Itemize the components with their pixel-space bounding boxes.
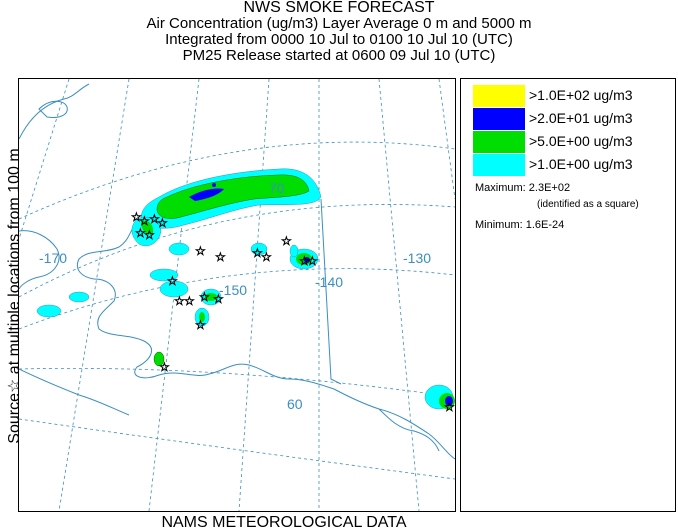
source-star: ☆ [157,216,168,230]
source-star: ☆ [144,228,155,242]
page-title: NWS SMOKE FORECAST [243,0,435,16]
parallel-70 [19,204,455,298]
source-star: ☆ [215,250,226,264]
source-star: ☆ [184,294,195,308]
plume-spot-10-blue [304,257,310,263]
source-star: ☆ [261,250,272,264]
meridian-150 [238,79,270,511]
legend-label: >5.0E+00 ug/m3 [529,133,633,149]
meridian-120 [438,79,455,200]
plume-spot-7-green [199,312,205,322]
source-star: ☆ [195,244,206,258]
subtitle-integration: Integrated from 0000 10 Jul to 0100 10 J… [165,31,513,48]
maximum-value: Maximum: 2.3E+02 [475,182,571,194]
legend-swatch [473,154,525,176]
source-star: ☆ [167,274,178,288]
source-star: ☆ [299,254,310,268]
meridian-130 [378,79,420,511]
plume-main-blue [189,188,224,201]
parallel-55 [19,418,455,480]
source-star: ☆ [199,290,210,304]
subtitle-release: PM25 Release started at 0600 09 Jul 10 (… [182,47,496,64]
plume-west-coast-green [141,220,154,235]
minimum-value: Minimum: 1.6E-24 [475,219,565,231]
plume-spot-5 [159,280,189,298]
graticule-label: 70 [269,180,285,196]
parallel-75 [19,141,455,220]
source-star: ☆ [174,294,185,308]
subtitle-concentration: Air Concentration (ug/m3) Layer Average … [146,15,532,32]
plume-spot-8 [153,351,165,367]
smoke-plumes [36,168,455,410]
graticule-label: 60 [287,396,303,412]
graticule-label: -130 [403,250,431,266]
maximum-note: (identified as a square) [537,199,639,210]
source-star: ☆ [131,210,142,224]
canada-boundary [320,198,342,385]
plume-spot-6-green [205,293,217,301]
source-star: ☆ [159,360,170,374]
legend-swatch [473,85,525,107]
source-star: ☆ [444,400,455,414]
arctic-coast-north [19,83,90,140]
meridian-180 [19,79,70,240]
source-star: ☆ [307,254,318,268]
legend-label: >1.0E+00 ug/m3 [529,156,633,172]
plume-main-green [156,174,310,219]
legend-label: >2.0E+01 ug/m3 [529,110,633,126]
legend-label: >1.0E+02 ug/m3 [529,87,633,103]
se-alaska-coast [378,408,440,452]
plume-core-dot [212,183,216,187]
legend-swatch [473,108,525,130]
plume-spot-3 [68,291,90,303]
parallel-65 [19,268,455,330]
source-star: ☆ [281,234,292,248]
siberia-island [38,100,68,118]
legend-swatch [473,131,525,153]
source-star: ☆ [135,226,146,240]
meteorological-data-label: NAMS METEOROLOGICAL DATA [161,514,407,531]
plume-spot-9 [250,242,268,256]
alaska-coastline [76,180,455,460]
plume-spot-2 [149,268,179,282]
plume-spot-11 [289,244,299,258]
source-star: ☆ [195,318,206,332]
aleutian-chain [19,368,130,416]
plume-spot-1 [168,242,190,256]
legend-panel: >1.0E+02 ug/m3 >2.0E+01 ug/m3 >5.0E+00 u… [460,78,676,512]
graticule-labels: -170 -150 -140 -130 70 60 [39,180,431,412]
source-markers: ☆ ☆ ☆ ☆ ☆ ☆ ☆ ☆ ☆ ☆ ☆ ☆ ☆ ☆ ☆ ☆ ☆ ☆ ☆ ☆ … [131,210,455,415]
graticule-label: -170 [39,250,67,266]
plume-se-blue [445,396,453,406]
meridian-170 [58,79,130,511]
map-canvas: ☆ ☆ ☆ ☆ ☆ ☆ ☆ ☆ ☆ ☆ ☆ ☆ ☆ ☆ ☆ ☆ ☆ ☆ ☆ ☆ … [19,79,455,511]
parallel-60 [19,367,455,398]
source-star: ☆ [149,212,160,226]
graticule-label: -150 [219,282,247,298]
plume-spot-4 [36,304,62,318]
source-star: ☆ [252,246,263,260]
map-panel: ☆ ☆ ☆ ☆ ☆ ☆ ☆ ☆ ☆ ☆ ☆ ☆ ☆ ☆ ☆ ☆ ☆ ☆ ☆ ☆ … [18,78,456,512]
source-star: ☆ [139,214,150,228]
graticule [19,79,455,511]
chukotka-coastline [19,230,60,290]
title-block: NWS SMOKE FORECAST Air Concentration (ug… [0,0,678,64]
coastlines [19,83,455,460]
source-star: ☆ [213,292,224,306]
graticule-label: -140 [315,274,343,290]
